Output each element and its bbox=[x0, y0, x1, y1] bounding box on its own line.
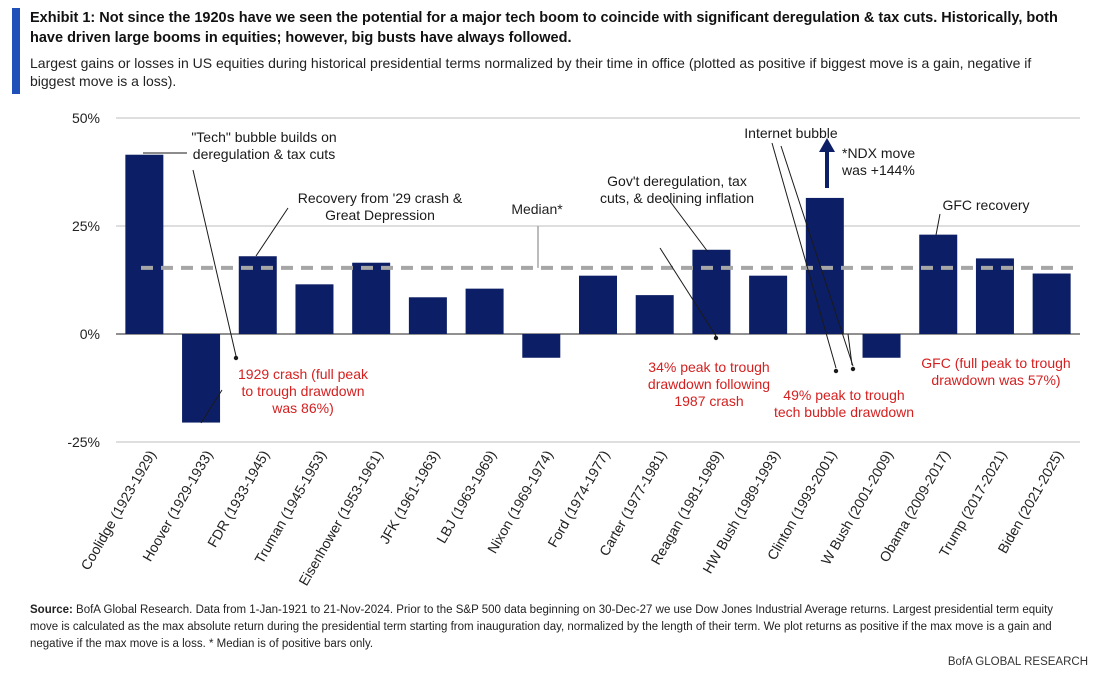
y-tick-label: 50% bbox=[72, 110, 100, 126]
bar bbox=[125, 154, 164, 334]
annotation-line: Gov't deregulation, tax bbox=[607, 173, 747, 189]
bar bbox=[1032, 273, 1071, 334]
annotation-line: 1987 crash bbox=[674, 393, 743, 409]
leader-line bbox=[200, 389, 223, 424]
bar bbox=[408, 297, 447, 334]
annotation-line: cuts, & declining inflation bbox=[600, 190, 754, 206]
annotation-text: "Tech" bubble builds on deregulation & ta… bbox=[191, 129, 336, 162]
chart-title: Exhibit 1: Not since the 1920s have we s… bbox=[30, 10, 1058, 46]
bar bbox=[692, 249, 731, 334]
ndx-arrow-head bbox=[819, 138, 835, 152]
bar bbox=[465, 288, 504, 334]
annotation-line: deregulation & tax cuts bbox=[193, 146, 335, 162]
annotation-line: 49% peak to trough bbox=[783, 387, 904, 403]
annotation-text: 49% peak to trough tech bubble drawdown bbox=[774, 387, 914, 420]
source-note: Source: BofA Global Research. Data from … bbox=[30, 602, 1080, 653]
annotation-line: Internet bubble bbox=[744, 125, 838, 141]
bar bbox=[862, 334, 901, 358]
bar bbox=[579, 275, 617, 334]
bar bbox=[749, 275, 788, 334]
annotation-line: 1929 crash (full peak bbox=[238, 366, 369, 382]
y-tick-label: -25% bbox=[67, 434, 100, 450]
y-tick-label: 0% bbox=[80, 326, 100, 342]
annotation-line: GFC recovery bbox=[942, 197, 1029, 213]
bar bbox=[352, 262, 391, 334]
annotation-line: GFC (full peak to trough bbox=[921, 355, 1070, 371]
leader-line bbox=[255, 207, 289, 257]
leader-line bbox=[659, 247, 717, 337]
annotation-text: 34% peak to trough drawdown following 1987… bbox=[648, 359, 770, 409]
chart-subtitle: Largest gains or losses in US equities d… bbox=[30, 55, 1032, 89]
annotation-text: Recovery from '29 crash & Great Depressio… bbox=[298, 190, 463, 223]
x-tick-label: Ford (1974-1977) bbox=[544, 448, 612, 550]
leader-line bbox=[847, 333, 853, 366]
leader-line bbox=[780, 145, 854, 367]
bar bbox=[295, 284, 334, 334]
annotation-text: *NDX move was +144% bbox=[841, 145, 915, 178]
leader-line bbox=[665, 195, 709, 253]
annotation-line: to trough drawdown bbox=[242, 383, 365, 399]
annotation-line: *NDX move bbox=[842, 145, 915, 161]
annotation-text: GFC (full peak to trough drawdown was 57%… bbox=[921, 355, 1070, 388]
y-tick-label: 25% bbox=[72, 218, 100, 234]
median-label: Median* bbox=[511, 201, 563, 217]
title-accent-bar bbox=[12, 8, 20, 94]
annotation-line: drawdown was 57%) bbox=[931, 372, 1060, 388]
bar bbox=[919, 234, 958, 334]
annotation-line: was +144% bbox=[841, 162, 915, 178]
bar bbox=[182, 334, 221, 423]
x-tick-label: LBJ (1963-1969) bbox=[433, 448, 499, 546]
annotation-line: was 86%) bbox=[271, 400, 333, 416]
bar bbox=[975, 258, 1014, 334]
brand-label: BofA GLOBAL RESEARCH bbox=[947, 656, 1088, 668]
leader-line bbox=[771, 142, 837, 369]
bar-chart: -25%0%25%50%Median*Coolidge (1923-1929)H… bbox=[67, 110, 1080, 588]
bar bbox=[635, 295, 674, 334]
arrowhead bbox=[850, 366, 856, 372]
annotation-line: Recovery from '29 crash & bbox=[298, 190, 463, 206]
leader-line bbox=[935, 213, 941, 236]
arrowhead bbox=[713, 335, 719, 341]
annotation-line: Great Depression bbox=[325, 207, 435, 223]
annotation-line: "Tech" bubble builds on bbox=[191, 129, 336, 145]
annotation-text: 1929 crash (full peak to trough drawdown w… bbox=[238, 366, 369, 416]
annotation-line: drawdown following bbox=[648, 376, 770, 392]
arrowhead bbox=[233, 355, 239, 361]
leader-line bbox=[192, 169, 237, 357]
annotation-text: Gov't deregulation, tax cuts, & declining… bbox=[600, 173, 754, 206]
x-tick-label: JFK (1961-1963) bbox=[376, 447, 442, 546]
annotation-text: GFC recovery bbox=[942, 197, 1029, 213]
arrowhead bbox=[833, 368, 839, 374]
annotation-line: 34% peak to trough bbox=[648, 359, 769, 375]
source-text: BofA Global Research. Data from 1-Jan-19… bbox=[30, 604, 1054, 650]
x-tick-label: Biden (2021-2025) bbox=[994, 448, 1066, 556]
source-label: Source: bbox=[30, 604, 73, 616]
bar bbox=[522, 334, 561, 358]
annotation-text: Internet bubble bbox=[744, 125, 838, 141]
x-tick-label: FDR (1933-1945) bbox=[204, 448, 272, 550]
annotation-line: tech bubble drawdown bbox=[774, 404, 914, 420]
